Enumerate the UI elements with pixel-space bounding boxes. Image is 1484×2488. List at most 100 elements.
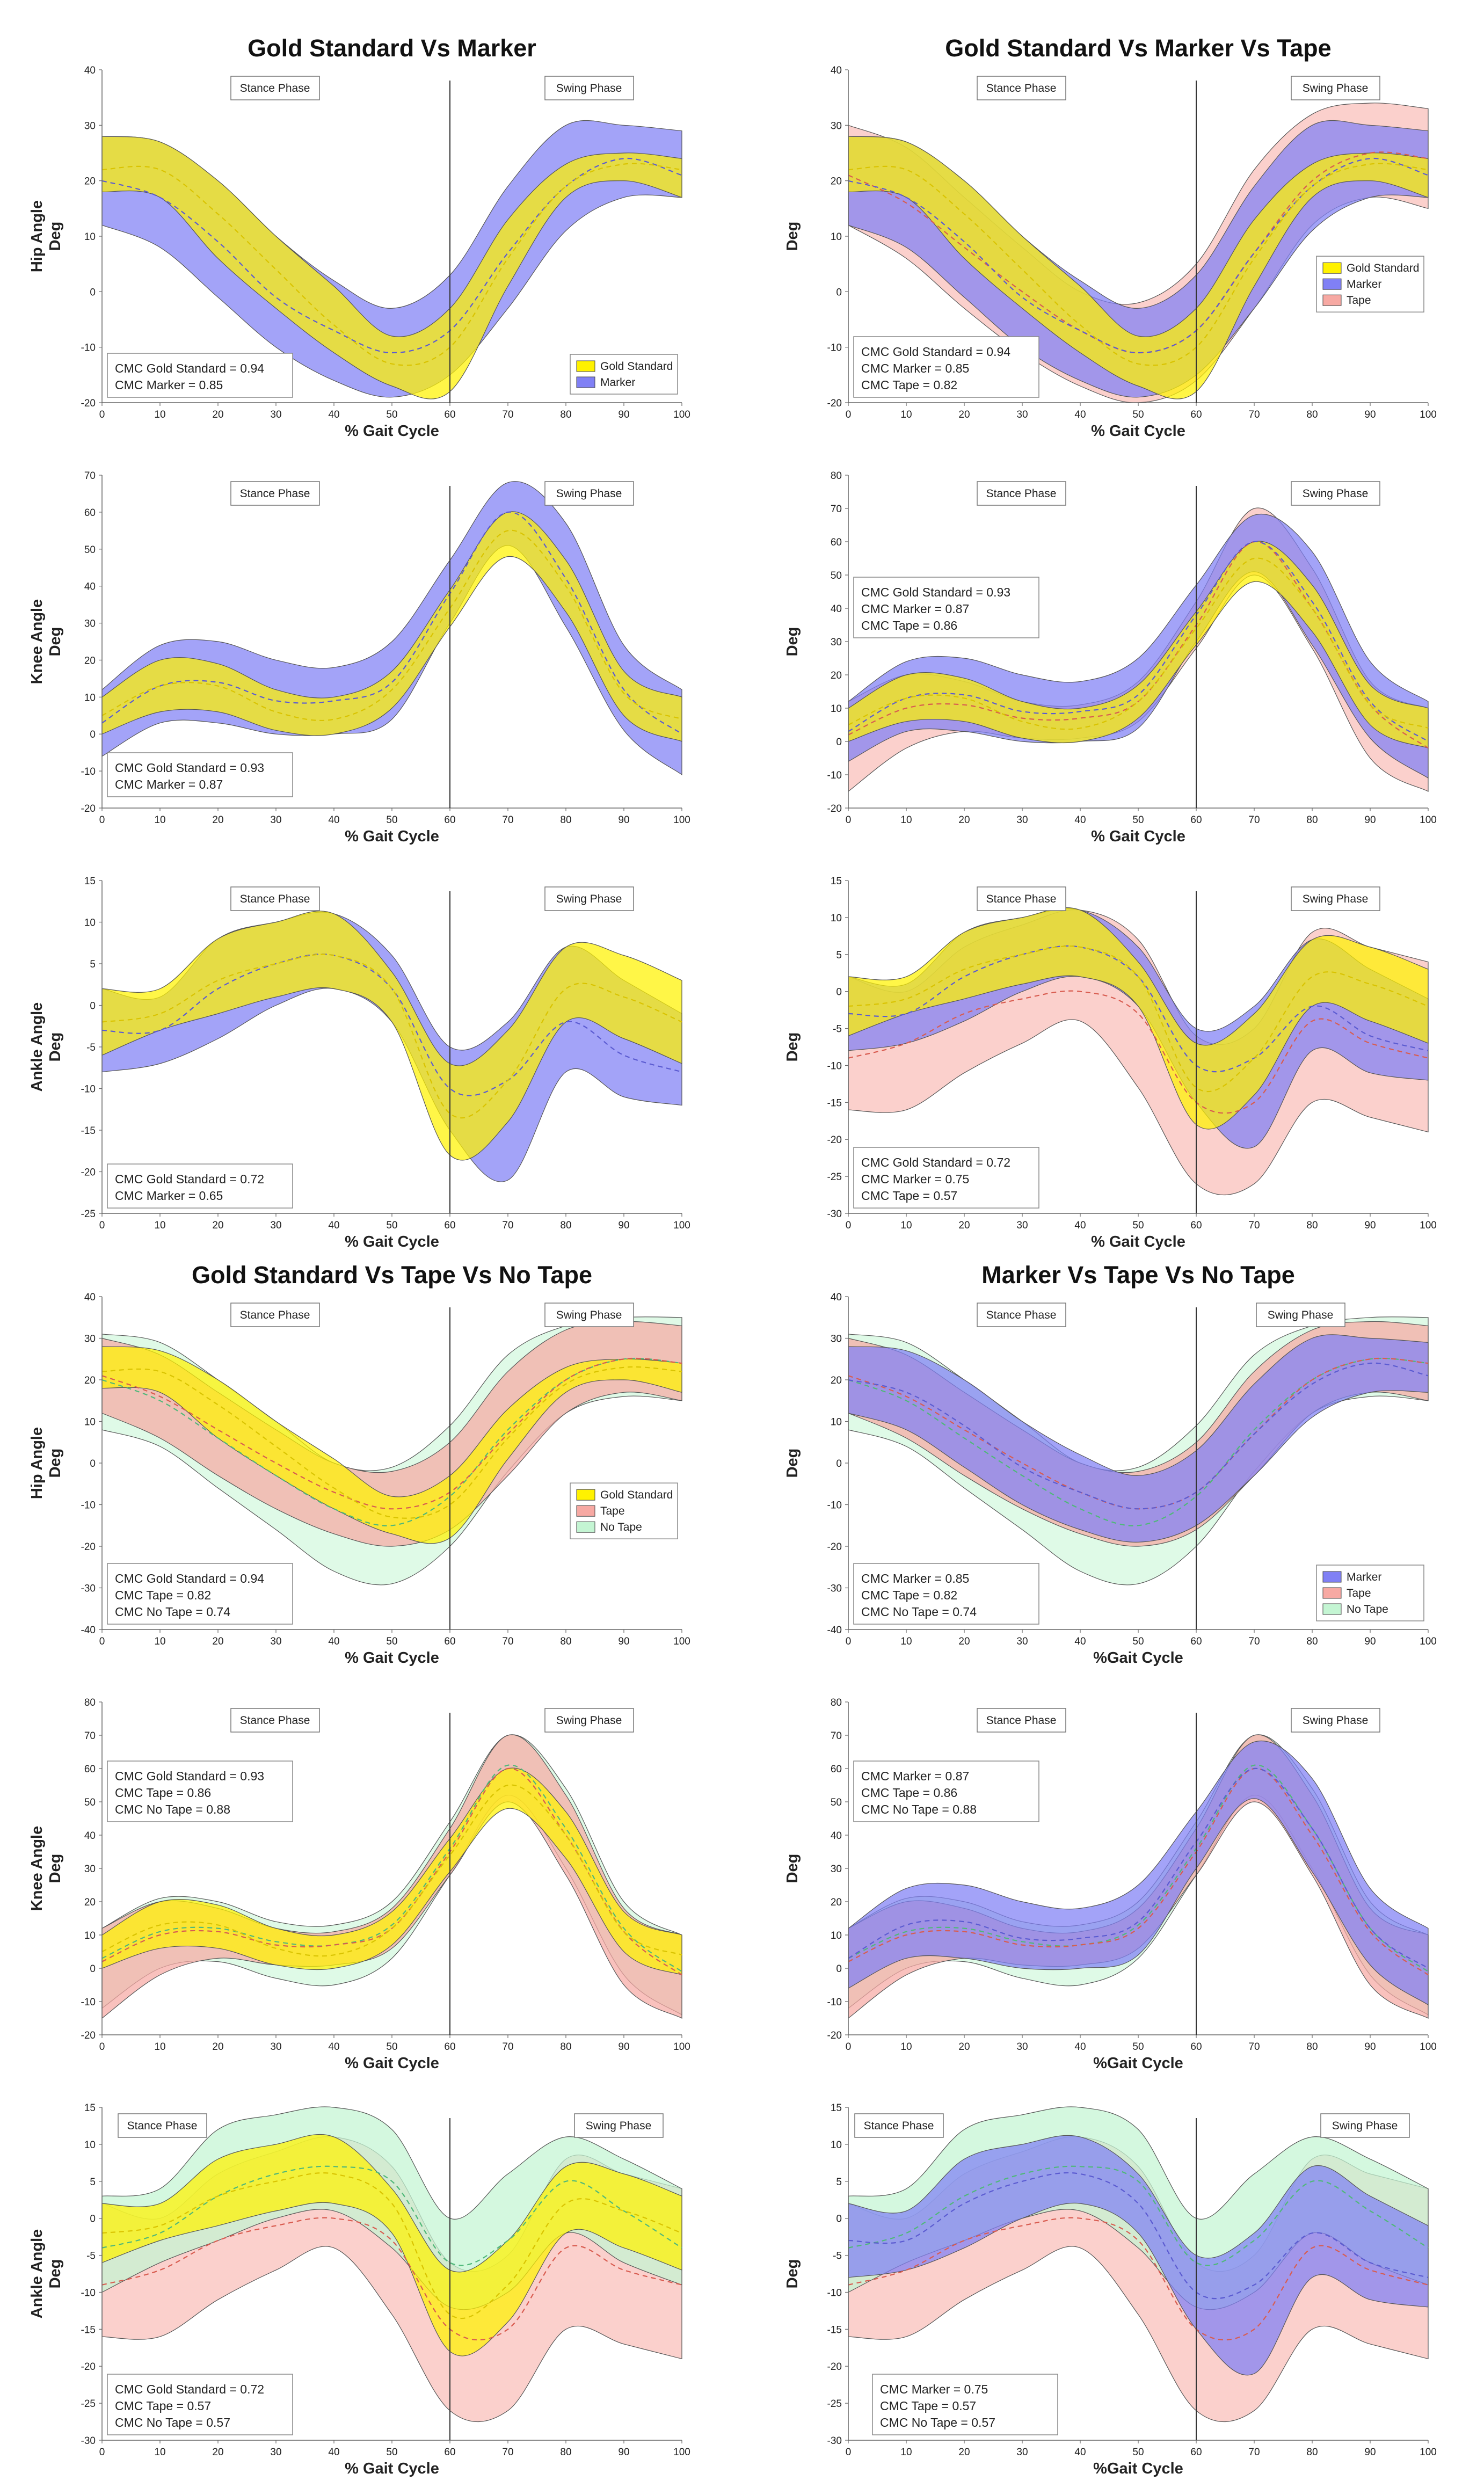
x-tick-label: 90 (618, 2041, 629, 2053)
x-tick-label: 0 (99, 409, 105, 420)
y-tick-label: -10 (827, 343, 842, 354)
stance-phase-label-box (854, 2113, 944, 2138)
y-tick-label: 20 (84, 176, 96, 187)
x-tick-label: 50 (386, 2447, 397, 2458)
stance-phase-label: Stance Phase (240, 488, 310, 500)
y-tick-label: 10 (84, 2140, 96, 2151)
x-tick-label: 20 (958, 1636, 970, 1647)
x-tick-label: 60 (1190, 409, 1202, 420)
y-tick-label: -10 (81, 1997, 96, 2008)
y-tick-label: -15 (827, 2324, 842, 2336)
y-tick-label: 5 (836, 950, 842, 961)
legend-swatch-marker (1322, 1571, 1342, 1583)
x-axis-label: % Gait Cycle (345, 2055, 439, 2072)
x-tick-label: 80 (560, 2447, 571, 2458)
x-tick-label: 70 (502, 2447, 513, 2458)
x-tick-label: 50 (1132, 2447, 1144, 2458)
y-tick-label: -30 (827, 1209, 842, 1220)
chart-panel-4: -20 -10 0 10 20 30 40 50 60 70 80 0 10 20 30 40 50 60 70 80… (784, 470, 1437, 845)
y-axis-label: Hip Angle (28, 1427, 46, 1499)
y-tick-label: -15 (827, 1097, 842, 1109)
x-tick-label: 90 (1364, 2447, 1376, 2458)
x-tick-label: 40 (1074, 1636, 1086, 1647)
x-tick-label: 20 (212, 2041, 223, 2053)
mean-line-gold (101, 163, 682, 366)
y-tick-label: 0 (836, 2214, 842, 2225)
x-tick-label: 30 (270, 1220, 281, 1231)
x-tick-label: 60 (444, 1636, 455, 1647)
x-tick-label: 60 (1190, 1220, 1202, 1231)
legend-label: Marker (1347, 1571, 1381, 1583)
y-tick-label: 5 (836, 2177, 842, 2188)
y-tick-label: -10 (827, 1060, 842, 1072)
x-tick-label: 80 (560, 1636, 571, 1647)
y-axis-label: Deg (784, 627, 801, 657)
cmc-value: CMC Gold Standard = 0.93 (861, 585, 1010, 599)
y-tick-label: 50 (831, 1797, 842, 1808)
cmc-value: CMC Marker = 0.85 (115, 378, 223, 392)
x-tick-label: 0 (846, 2041, 852, 2053)
swing-phase-label-box (1291, 1708, 1380, 1733)
x-tick-label: 60 (444, 409, 455, 420)
y-axis-label: Deg (47, 1449, 64, 1478)
band-gold (101, 511, 682, 742)
x-tick-label: 100 (1420, 2041, 1437, 2053)
mean-line-marker (848, 2172, 1429, 2300)
y-tick-label: -20 (81, 2030, 96, 2041)
y-tick-label: 70 (84, 1730, 96, 1742)
y-tick-label: -5 (833, 1024, 842, 1035)
cmc-box (853, 1760, 1039, 1822)
x-tick-label: 10 (154, 814, 165, 826)
x-tick-label: 10 (154, 409, 165, 420)
x-axis-label: %Gait Cycle (1093, 2460, 1183, 2477)
legend-swatch-gold (576, 360, 595, 372)
stance-phase-label: Stance Phase (986, 488, 1057, 500)
y-tick-label: -10 (827, 2287, 842, 2298)
y-tick-label: 30 (831, 1334, 842, 1345)
x-tick-label: 20 (958, 409, 970, 420)
stance-phase-label-box (230, 886, 320, 911)
x-axis-label: % Gait Cycle (1091, 1233, 1185, 1250)
x-axis-label: %Gait Cycle (1093, 1649, 1183, 1667)
x-tick-label: 40 (1074, 2041, 1086, 2053)
y-tick-label: -10 (81, 1500, 96, 1511)
y-axis-label: Hip Angle (28, 200, 46, 272)
cmc-value: CMC Gold Standard = 0.72 (115, 2382, 264, 2396)
y-tick-label: -10 (81, 2287, 96, 2298)
swing-phase-label: Swing Phase (1268, 1309, 1334, 1321)
x-tick-label: 30 (1016, 409, 1028, 420)
x-tick-label: 80 (560, 814, 571, 826)
cmc-value: CMC Gold Standard = 0.72 (115, 1172, 264, 1186)
x-tick-label: 70 (502, 814, 513, 826)
x-tick-label: 10 (154, 2041, 165, 2053)
mean-line-tape (848, 2217, 1429, 2341)
swing-phase-label-box (544, 886, 634, 911)
cmc-value: CMC No Tape = 0.74 (115, 1605, 230, 1619)
cmc-value: CMC Gold Standard = 0.94 (115, 1572, 264, 1585)
cmc-value: CMC Gold Standard = 0.93 (115, 761, 264, 775)
y-tick-label: 10 (831, 703, 842, 715)
x-tick-label: 80 (1306, 2041, 1318, 2053)
x-tick-label: 30 (1016, 2041, 1028, 2053)
cmc-value: CMC Tape = 0.82 (115, 1588, 211, 1602)
mean-line-tape (101, 2217, 682, 2341)
stance-phase-label-box (977, 886, 1066, 911)
stance-phase-label: Stance Phase (240, 82, 310, 94)
y-tick-label: -10 (827, 1500, 842, 1511)
x-tick-label: 80 (1306, 2447, 1318, 2458)
cmc-box (853, 336, 1039, 398)
y-tick-label: -20 (827, 2030, 842, 2041)
band-gold (101, 911, 682, 1161)
y-tick-label: -15 (81, 1125, 96, 1137)
y-tick-label: 15 (831, 876, 842, 887)
y-tick-label: 20 (831, 670, 842, 681)
x-tick-label: 10 (900, 2447, 912, 2458)
x-tick-label: 10 (154, 1220, 165, 1231)
y-tick-label: 40 (831, 603, 842, 615)
y-axis-label: Ankle Angle (28, 1002, 46, 1092)
y-axis-label: Ankle Angle (28, 2229, 46, 2319)
x-tick-label: 70 (1248, 1220, 1260, 1231)
x-tick-label: 80 (1306, 409, 1318, 420)
swing-phase-label-box (544, 481, 634, 506)
y-tick-label: 60 (84, 1764, 96, 1775)
